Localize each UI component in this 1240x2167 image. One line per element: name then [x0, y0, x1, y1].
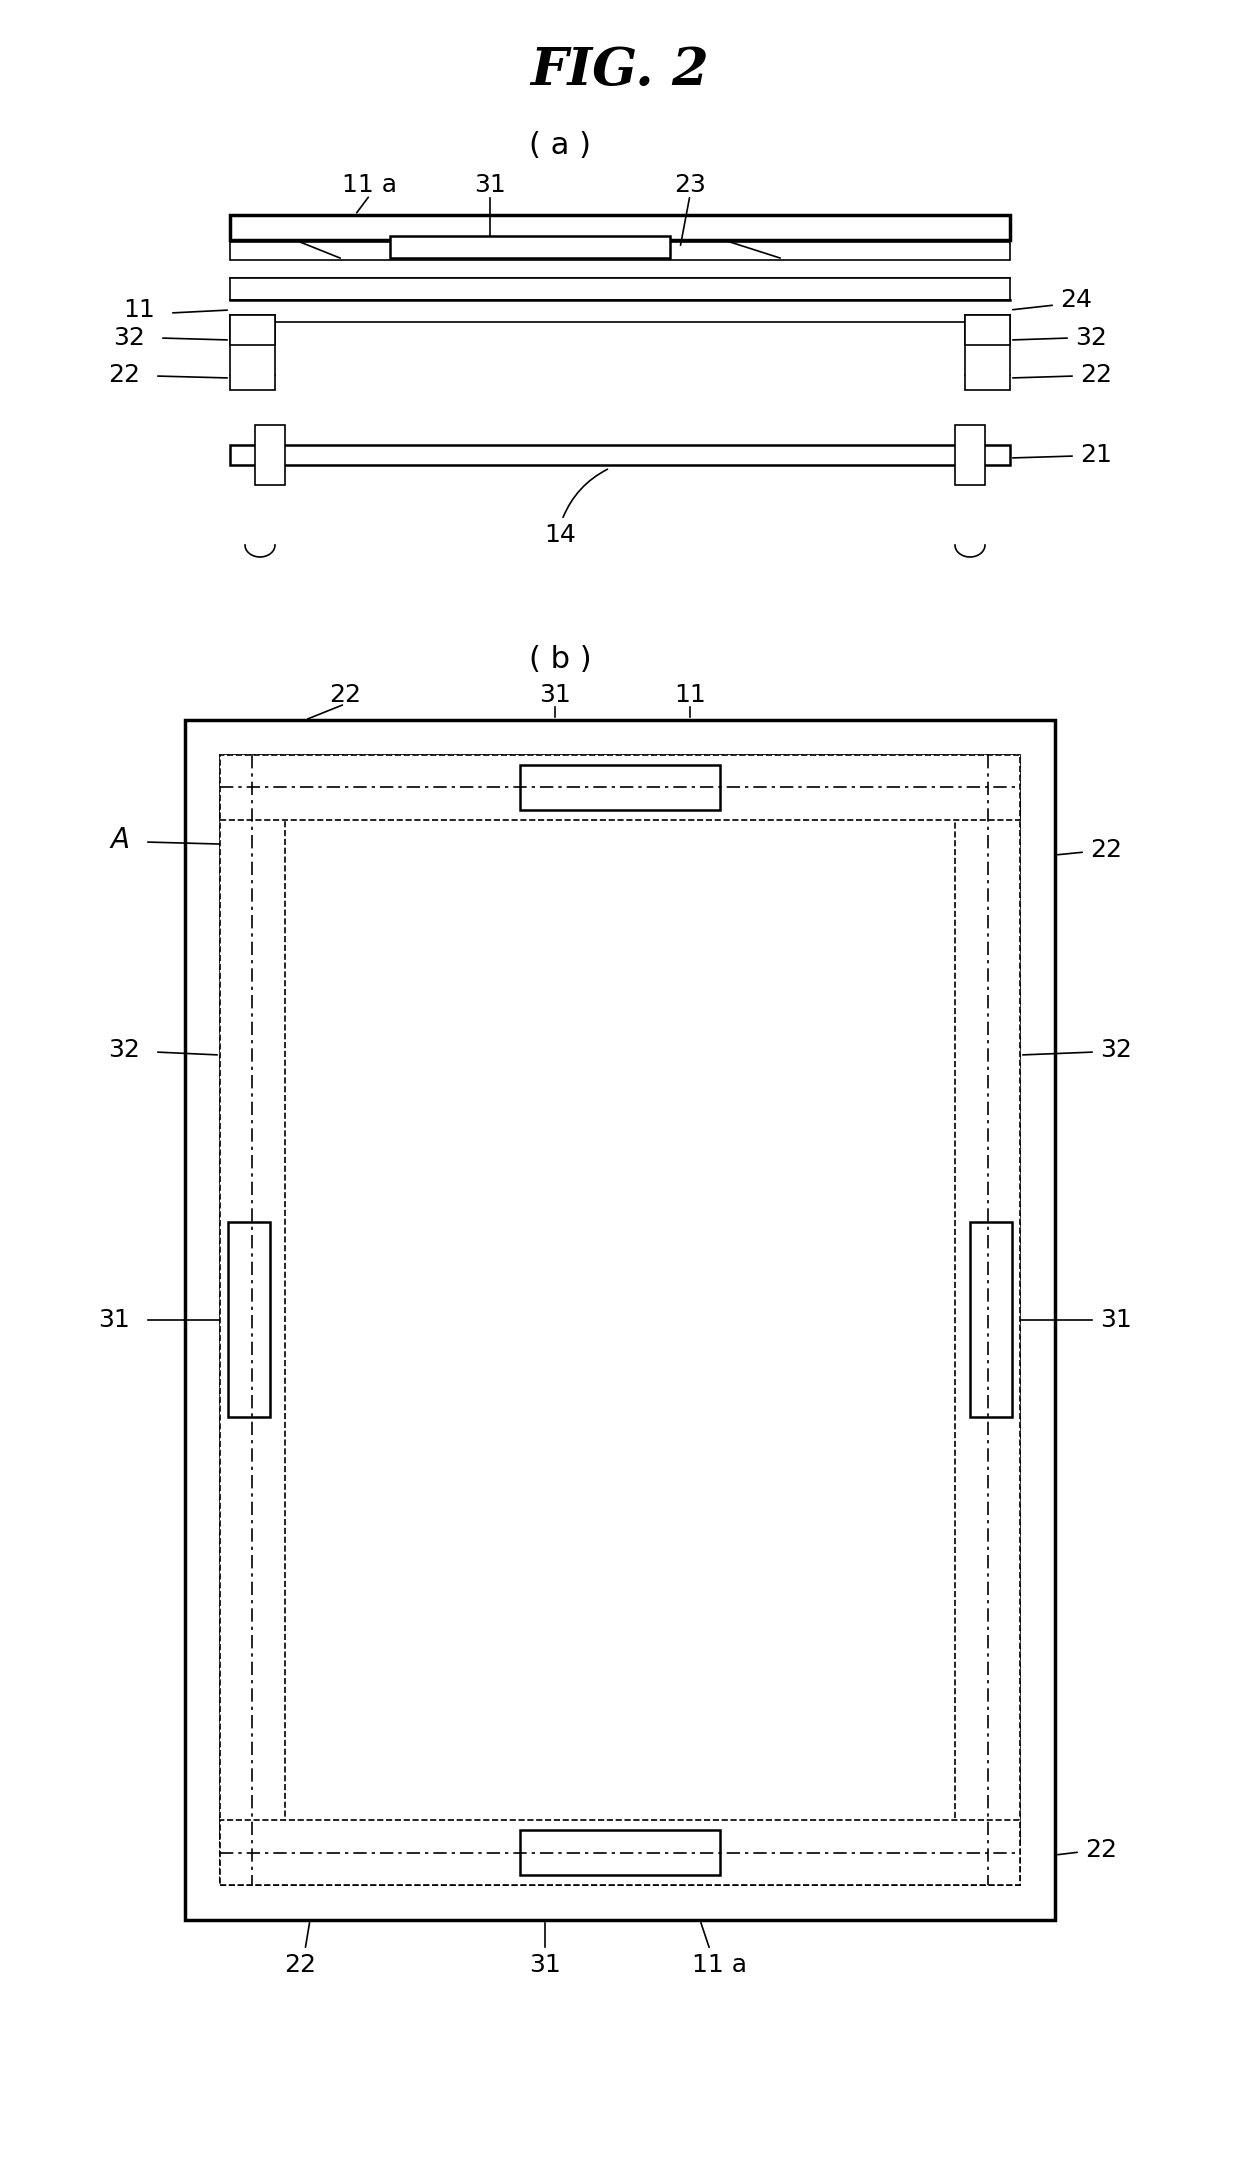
Text: 31: 31 — [98, 1309, 130, 1333]
Text: 31: 31 — [529, 1952, 560, 1976]
Text: 11 a: 11 a — [692, 1952, 748, 1976]
Bar — [965, 314, 1011, 390]
Bar — [219, 1820, 1021, 1885]
Bar — [255, 791, 985, 1851]
Text: 11: 11 — [675, 683, 706, 706]
Bar — [219, 754, 1021, 1885]
Text: 22: 22 — [284, 1952, 316, 1976]
Text: 14: 14 — [544, 522, 575, 546]
Bar — [219, 754, 1021, 819]
Bar — [229, 314, 275, 345]
Text: 32: 32 — [108, 1038, 140, 1062]
Text: ( a ): ( a ) — [529, 130, 591, 160]
Bar — [970, 1222, 1012, 1417]
Text: 22: 22 — [1090, 839, 1122, 862]
Bar — [520, 1829, 720, 1874]
Bar — [955, 800, 1021, 1840]
Bar — [965, 314, 1011, 345]
Text: FIG. 2: FIG. 2 — [531, 46, 709, 95]
Text: 24: 24 — [1060, 288, 1092, 312]
Text: 11 a: 11 a — [342, 173, 398, 197]
Bar — [229, 444, 1011, 466]
Bar — [229, 243, 1011, 260]
Text: 21: 21 — [1080, 442, 1112, 468]
Text: 31: 31 — [539, 683, 570, 706]
Bar — [255, 425, 285, 485]
Text: 32: 32 — [113, 325, 145, 351]
Text: 32: 32 — [1075, 325, 1107, 351]
Bar — [228, 1222, 270, 1417]
Bar — [185, 719, 1055, 1920]
Text: 22: 22 — [1085, 1838, 1117, 1861]
Text: 22: 22 — [1080, 364, 1112, 388]
Text: 23: 23 — [675, 173, 706, 197]
Text: 22: 22 — [108, 364, 140, 388]
Text: 31: 31 — [1100, 1309, 1132, 1333]
Text: 22: 22 — [329, 683, 361, 706]
Text: ( b ): ( b ) — [528, 646, 591, 674]
Bar — [229, 277, 1011, 299]
Text: 11: 11 — [123, 299, 155, 323]
Bar — [229, 314, 275, 390]
Text: A: A — [110, 826, 129, 854]
Text: 32: 32 — [1100, 1038, 1132, 1062]
Bar — [229, 215, 1011, 241]
Text: 31: 31 — [474, 173, 506, 197]
Bar — [391, 236, 670, 258]
Bar — [955, 425, 985, 485]
Bar — [520, 765, 720, 810]
Bar — [219, 800, 285, 1840]
